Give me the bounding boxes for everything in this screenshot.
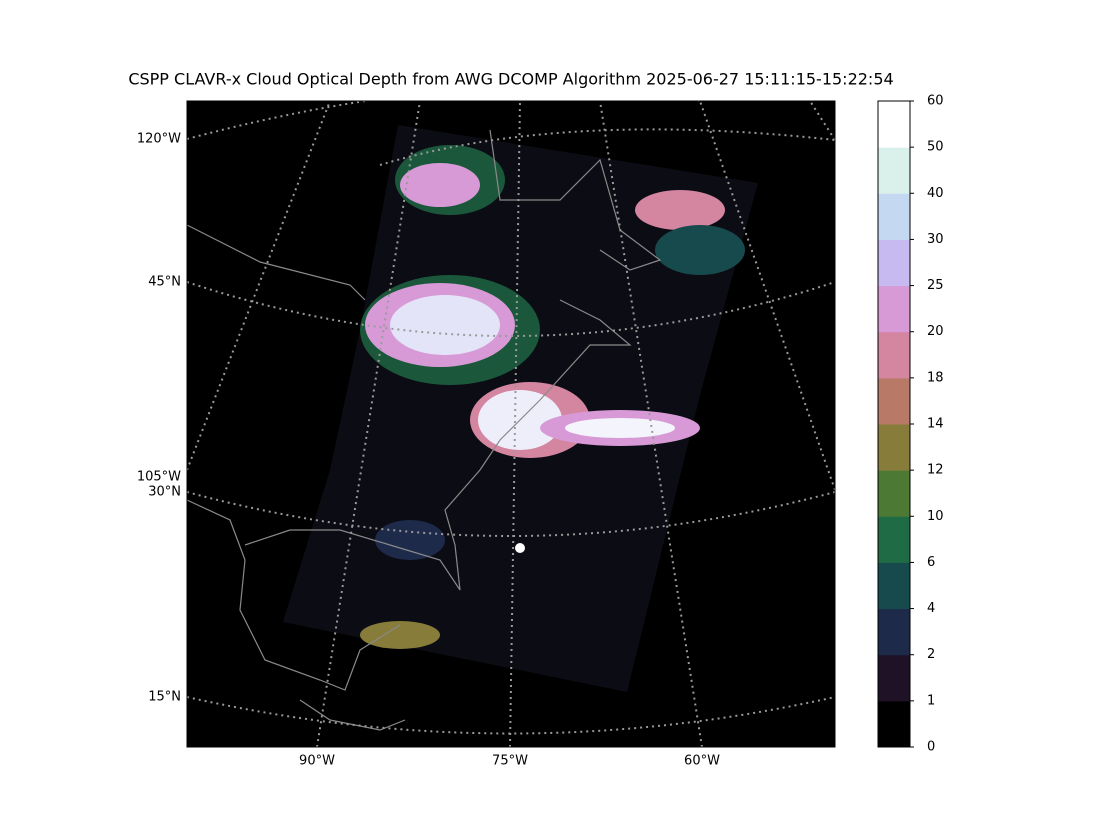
- coastlines: [187, 129, 662, 731]
- colorbar-segment: [878, 193, 910, 240]
- colorbar-segment: [878, 285, 910, 333]
- lon-label: 105°W: [137, 470, 181, 485]
- map-frame: [186, 100, 836, 748]
- colorbar-segment: [878, 239, 910, 287]
- colorbar-segment: [878, 377, 910, 425]
- colorbar-tick-label: 40: [927, 186, 944, 201]
- colorbar-segment: [878, 424, 910, 471]
- colorbar-tick-label: 6: [927, 555, 935, 570]
- colorbar-tick-label: 25: [927, 278, 944, 293]
- colorbar-segment: [878, 700, 910, 748]
- colorbar-tick-label: 50: [927, 140, 944, 155]
- colorbar-segment: [878, 331, 910, 379]
- map-title: CSPP CLAVR-x Cloud Optical Depth from AW…: [128, 70, 893, 89]
- lat-label: 30°N: [148, 485, 181, 500]
- colorbar-tick-label: 30: [927, 232, 944, 247]
- colorbar-segment: [878, 101, 910, 148]
- colorbar-tick-label: 2: [927, 647, 935, 662]
- graticule: [187, 101, 835, 747]
- colorbar-tick-label: 1: [927, 693, 935, 708]
- colorbar-tick-label: 12: [927, 463, 944, 478]
- colorbar-tick-label: 10: [927, 509, 944, 524]
- colorbar-segment: [878, 147, 910, 194]
- lat-label: 15°N: [148, 690, 181, 705]
- colorbar-tick-label: 0: [927, 740, 935, 755]
- colorbar-tick-label: 14: [927, 417, 944, 432]
- lon-label: 120°W: [137, 132, 181, 147]
- lon-label: 60°W: [684, 754, 720, 769]
- colorbar-segment: [878, 654, 910, 702]
- colorbar-segment: [878, 470, 910, 517]
- cloud-field: [360, 145, 745, 649]
- colorbar-tick-label: 4: [927, 601, 935, 616]
- lat-label: 45°N: [148, 275, 181, 290]
- colorbar-tick-label: 20: [927, 324, 944, 339]
- colorbar-segment: [878, 608, 910, 656]
- colorbar-tick-label: 60: [927, 94, 944, 109]
- colorbar-tick-label: 18: [927, 370, 944, 385]
- lon-label: 90°W: [299, 754, 335, 769]
- lon-label: 75°W: [492, 754, 528, 769]
- map-area: 120°W 45°N 105°W 30°N 15°N 90°W 75°W 60°…: [137, 100, 836, 769]
- colorbar-segment: [878, 562, 910, 610]
- colorbar-segment: [878, 516, 910, 563]
